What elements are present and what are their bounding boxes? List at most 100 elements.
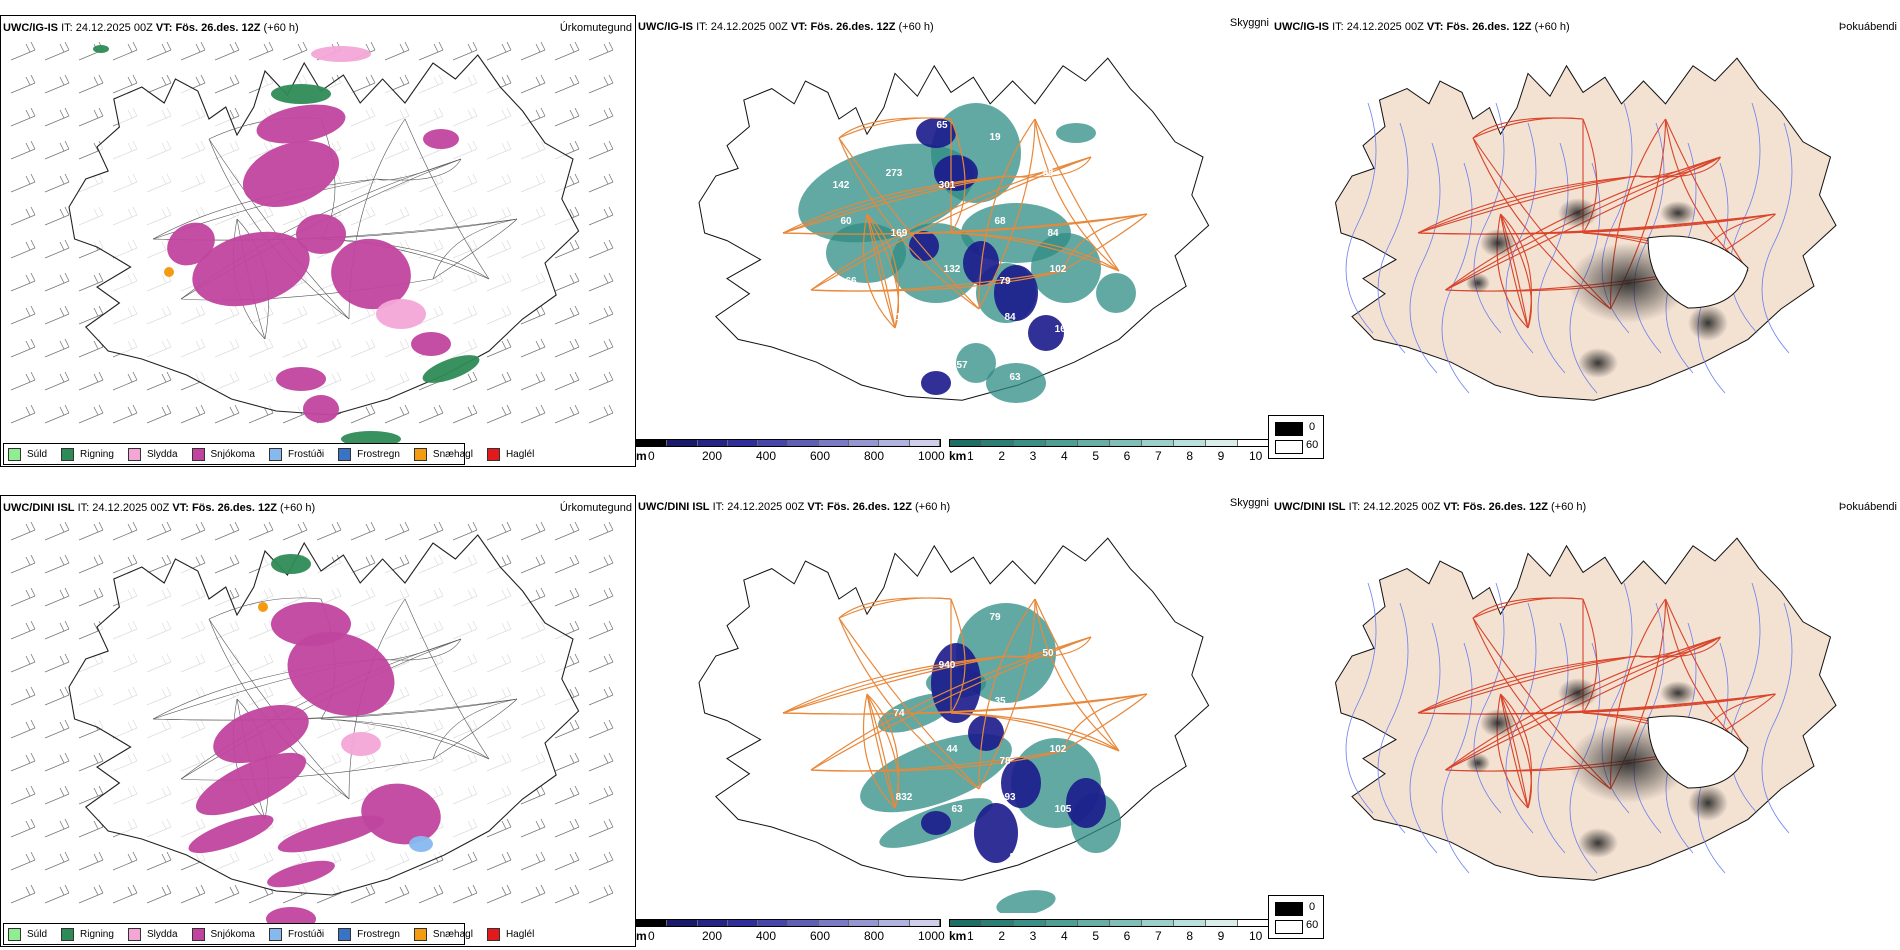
legend-swatch (127, 927, 141, 941)
visibility-value-label: 88 (1042, 168, 1054, 179)
legend-label: Rigning (80, 928, 114, 940)
legend-swatch (127, 447, 141, 461)
fog-legend-low: 0 (1309, 421, 1316, 433)
scale-tick-label: 3 (1029, 449, 1037, 463)
precip-type-title: Úrkomutegund (559, 22, 632, 34)
precip-legend-item: Frostúði (268, 927, 325, 941)
scale-tick-label: 200 (702, 449, 723, 463)
scale-tick-label: 8 (1186, 449, 1194, 463)
legend-swatch (268, 927, 282, 941)
visibility-value-label: 65 (936, 120, 948, 131)
scale-tick-label: 2 (998, 449, 1006, 463)
scale-unit: m (636, 449, 647, 463)
visibility-title: Skyggni (1229, 17, 1269, 29)
visibility-panel: UWC/IG-IS IT: 24.12.2025 00Z VT: Fös. 26… (636, 15, 1272, 467)
height-scale: m 0 200 400 600 800 1000 (636, 919, 945, 945)
scale-tick-label: 10 (1249, 449, 1263, 463)
visibility-value-label: 80 (850, 360, 862, 371)
visibility-value-label: 102 (1050, 264, 1067, 275)
panel-title: UWC/DINI ISL IT: 24.12.2025 00Z VT: Fös.… (1274, 501, 1587, 513)
visibility-value-label: 187 (934, 600, 951, 611)
precip-legend: Súld Rigning Slydda Snjókoma Frostúði Frostre… (3, 443, 534, 465)
scale-tick-label: 3 (1029, 929, 1037, 943)
legend-swatch (486, 447, 500, 461)
visibility-value-label: 108 (881, 612, 898, 623)
visibility-value-label: 19 (989, 132, 1001, 143)
panel-title: UWC/IG-IS IT: 24.12.2025 00Z VT: Fös. 26… (3, 22, 299, 34)
legend-label: Frostúði (287, 928, 325, 940)
fog-legend: 0 60 (1268, 415, 1324, 459)
scale-tick-label: 2 (998, 929, 1006, 943)
visibility-value-label: 85 (845, 756, 857, 767)
visibility-value-label: 85 (956, 840, 968, 851)
legend-swatch (413, 927, 427, 941)
visibility-value-label: 78 (999, 756, 1011, 767)
visibility-value-label: 84 (1047, 228, 1059, 239)
visibility-value-label: 60 (840, 216, 852, 227)
visibility-value-label: 57 (956, 360, 968, 371)
scale-tick-label: 1 (967, 929, 974, 943)
visibility-map: 76 108 187 79 50 144 140 940 35 217 49 74 44 78 102 85 8… (698, 537, 1210, 913)
scale-tick-label: 5 (1092, 929, 1100, 943)
legend-label: Haglél (505, 448, 535, 460)
scale-tick-label: 8 (1186, 929, 1194, 943)
scale-tick-label: 800 (864, 929, 885, 943)
legend-swatch (8, 927, 21, 941)
visibility-value-label: 102 (1050, 744, 1067, 755)
precip-legend-item: Súld (8, 447, 48, 461)
visibility-value-label: 76 (830, 600, 842, 611)
legend-label: Frostregn (357, 928, 400, 940)
legend-label: Súld (27, 928, 48, 940)
scale-tick-label: 1000 (918, 929, 945, 943)
legend-swatch (191, 927, 205, 941)
visibility-value-label: 301 (939, 180, 956, 191)
visibility-value-label: 66 (845, 276, 857, 287)
panel-title: UWC/IG-IS IT: 24.12.2025 00Z VT: Fös. 26… (1274, 21, 1570, 33)
legend-label: Rigning (80, 448, 114, 460)
fog-legend-high: 60 (1306, 919, 1319, 931)
scale-tick-label: 5 (1092, 449, 1100, 463)
legend-label: Slydda (146, 928, 178, 940)
visibility-value-label: 63 (951, 804, 963, 815)
legend-label: Slydda (146, 448, 178, 460)
scale-tick-label: 0 (648, 929, 655, 943)
scale-tick-label: 400 (756, 929, 777, 943)
scale-tick-label: 200 (702, 929, 723, 943)
visibility-value-label: 217 (1045, 708, 1062, 719)
visibility-panel: UWC/DINI ISL IT: 24.12.2025 00Z VT: Fös.… (636, 495, 1272, 947)
forecast-row: UWC/IG-IS IT: 24.12.2025 00Z VT: Fös. 26… (0, 0, 1900, 470)
visibility-value-label: 49 (840, 696, 852, 707)
visibility-value-label: 50 (1042, 648, 1054, 659)
legend-label: Snjókoma (210, 448, 255, 460)
precip-legend-item: Frostúði (268, 447, 324, 461)
scale-unit: km (949, 929, 967, 943)
precip-type-title: Úrkomutegund (559, 502, 632, 514)
legend-label: Snæhagl (432, 928, 473, 940)
fog-title: Þokuábendi (1838, 501, 1897, 513)
visibility-value-label: 68 (994, 216, 1006, 227)
precip-legend-item: Frostregn (338, 927, 400, 941)
scale-tick-label: 9 (1217, 449, 1225, 463)
visibility-value-label: 79 (989, 612, 1001, 623)
scale-tick-label: 600 (810, 449, 831, 463)
visibility-value-label: 142 (833, 180, 850, 191)
legend-swatch (413, 447, 427, 461)
scale-unit: km (949, 449, 967, 463)
precip-legend-item: Slydda (127, 447, 178, 461)
legend-swatch (268, 447, 282, 461)
precip-legend-item: Snæhagl (413, 927, 473, 941)
precip-legend-item: Snjókoma (191, 447, 255, 461)
visibility-value-label: 212 (949, 324, 966, 335)
visibility-value-label: 246 (881, 132, 898, 143)
visibility-value-label: 105 (1055, 804, 1072, 815)
visibility-value-label: 44 (946, 744, 958, 755)
visibility-title: Skyggni (1229, 497, 1269, 509)
legend-label: Haglél (505, 928, 535, 940)
scale-tick-label: 1000 (918, 449, 945, 463)
visibility-value-label: 132 (944, 264, 961, 275)
precip-legend-item: Snjókoma (191, 927, 255, 941)
visibility-value-label: 164 (1055, 324, 1072, 335)
precip-map (10, 41, 614, 447)
visibility-value-label: 24 (1062, 888, 1074, 899)
legend-label: Súld (27, 448, 48, 460)
